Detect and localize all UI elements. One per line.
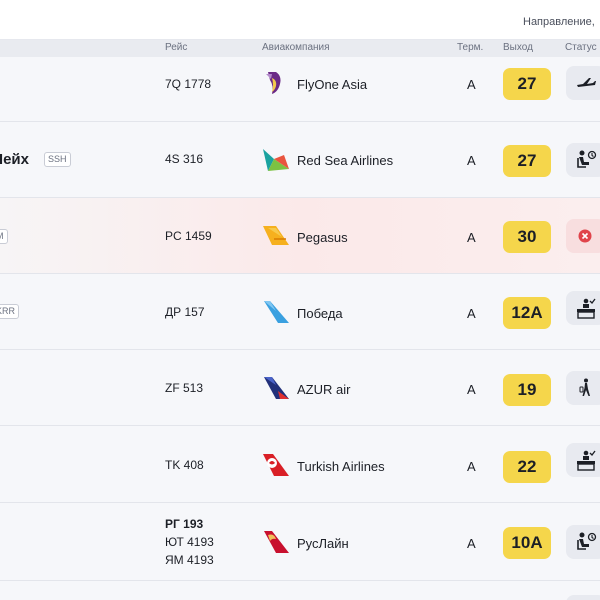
airline-name: Turkish Airlines <box>297 459 385 474</box>
terminal: A <box>467 382 476 397</box>
flight-number: TK 408 <box>165 458 204 472</box>
terminal: A <box>467 536 476 551</box>
airline-name: Red Sea Airlines <box>297 153 394 168</box>
gate-badge: 10A <box>503 527 551 559</box>
status-button[interactable] <box>566 443 600 477</box>
flight-number: 7Q 1778 <box>165 77 212 91</box>
table-header: Рейс Авиакомпания Терм. Выход Статус <box>0 40 600 57</box>
direction-search-hint[interactable]: Направление, <box>523 16 595 28</box>
gate-badge: 27 <box>503 145 551 177</box>
flight-number: PC 1459 <box>165 229 212 243</box>
table-row[interactable]: Шейх SSH 4S 316 Red Sea Airlines A 27 <box>0 122 600 198</box>
gate-badge: 22 <box>503 451 551 483</box>
filter-bar: Направление, <box>0 0 600 40</box>
status-button[interactable] <box>566 525 600 559</box>
rusline-logo-icon <box>264 531 289 553</box>
gate-badge: 27 <box>503 68 551 100</box>
airport-code-badge: М <box>0 229 8 244</box>
airline-name: РусЛайн <box>297 536 349 551</box>
gate-badge: 12A <box>503 297 551 329</box>
table-row[interactable]: KRR ДР 157 Победа A 12A <box>0 274 600 350</box>
status-button[interactable] <box>566 219 600 253</box>
gate-badge: 30 <box>503 221 551 253</box>
col-airline: Авиакомпания <box>262 42 330 53</box>
flight-number: ДР 157 <box>165 305 205 319</box>
red-sea-airlines-logo-icon <box>263 149 289 171</box>
table-row[interactable]: М PC 1459 Pegasus A 30 <box>0 198 600 274</box>
airline-name: Pegasus <box>297 230 348 245</box>
status-button[interactable] <box>566 595 600 600</box>
airline-name: AZUR air <box>297 382 351 397</box>
airline-name: FlyOne Asia <box>297 77 368 92</box>
flight-number: 4S 316 <box>165 152 204 166</box>
col-gate: Выход <box>503 42 533 53</box>
destination-name: Шейх <box>0 151 29 168</box>
terminal: A <box>467 153 476 168</box>
col-flight: Рейс <box>165 42 188 53</box>
status-button[interactable] <box>566 371 600 405</box>
terminal: A <box>467 77 476 92</box>
table-row[interactable]: РГ 193 ЮТ 4193 ЯМ 4193 РусЛайн A 10A <box>0 503 600 581</box>
pegasus-logo-icon <box>263 226 289 245</box>
gate-badge: 19 <box>503 374 551 406</box>
flyone-logo-icon <box>266 72 281 94</box>
status-button[interactable] <box>566 291 600 325</box>
terminal: A <box>467 230 476 245</box>
cancelled-icon <box>578 229 592 243</box>
boarding-icon <box>577 532 597 550</box>
table-row[interactable] <box>0 581 600 600</box>
check-in-icon <box>577 298 596 319</box>
flight-number: ZF 513 <box>165 381 204 395</box>
status-button[interactable] <box>566 66 600 100</box>
airline-name: Победа <box>297 306 343 321</box>
airport-code-badge: SSH <box>44 152 71 167</box>
go-to-gate-icon <box>579 378 590 396</box>
departed-plane-icon <box>577 78 596 87</box>
codeshare-flight-number: ЮТ 4193 ЯМ 4193 <box>165 535 214 567</box>
table-row[interactable]: 7Q 1778 FlyOne Asia A 27 <box>0 57 600 122</box>
col-status: Статус <box>565 42 597 53</box>
boarding-icon <box>577 150 597 168</box>
terminal: A <box>467 306 476 321</box>
terminal: A <box>467 459 476 474</box>
status-button[interactable] <box>566 143 600 177</box>
turkish-airlines-logo-icon <box>263 454 289 476</box>
flight-number: РГ 193 <box>165 517 204 531</box>
table-row[interactable]: ZF 513 AZUR air A 19 <box>0 350 600 426</box>
col-terminal: Терм. <box>457 42 484 53</box>
check-in-icon <box>577 450 596 471</box>
airport-code-badge: KRR <box>0 304 20 319</box>
table-row[interactable]: TK 408 Turkish Airlines A 22 <box>0 426 600 503</box>
pobeda-logo-icon <box>264 301 289 323</box>
azur-air-logo-icon <box>264 377 289 399</box>
